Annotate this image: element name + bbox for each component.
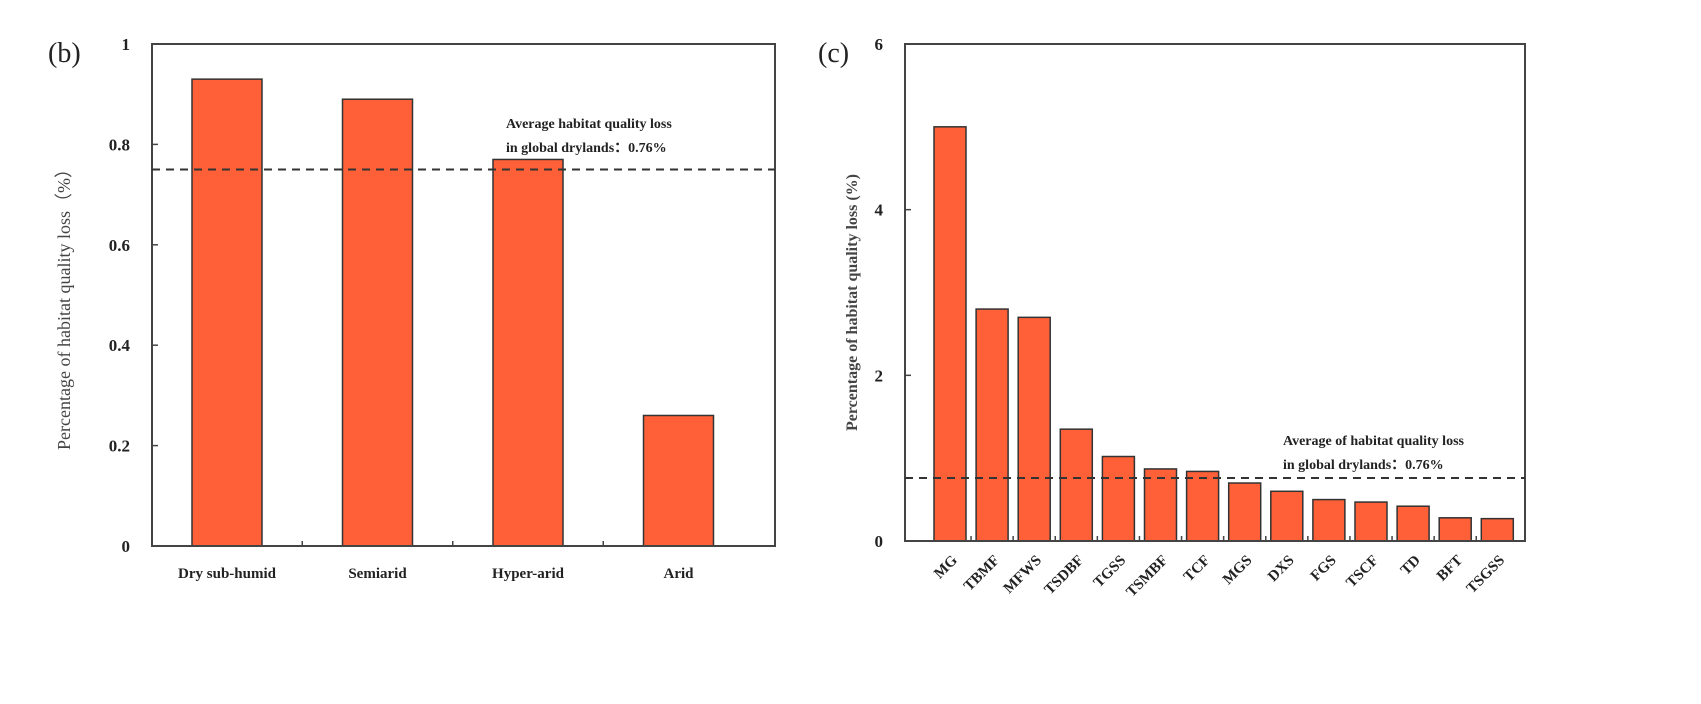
x-tick-label: BFT — [1434, 553, 1466, 585]
bar-tsmbf — [1143, 468, 1178, 542]
x-tick-label: Semiarid — [348, 566, 407, 582]
bar-tsdbf — [1059, 428, 1094, 542]
bar-fgs — [1312, 498, 1346, 542]
x-tick-label: Hyper-arid — [492, 566, 565, 582]
x-tick-label: TSGSS — [1464, 553, 1508, 597]
bar-dxs — [1270, 490, 1304, 542]
x-tick-label: TSDBF — [1042, 553, 1088, 599]
y-tick-label: 2 — [875, 366, 884, 385]
y-tick-label: 6 — [875, 35, 884, 54]
y-tick-label: 0 — [122, 537, 131, 556]
y-axis-label: Percentage of habitat quality loss（%） — [54, 160, 74, 450]
reference-line-label: in global drylands：0.76% — [506, 141, 667, 156]
y-tick-label: 0.4 — [109, 336, 131, 355]
bar-td — [1396, 505, 1430, 542]
bar-dry-sub-humid — [191, 78, 263, 547]
bar-bft — [1438, 517, 1472, 542]
x-tick-label: FGS — [1308, 553, 1340, 585]
plot-frame — [151, 43, 776, 547]
reference-line-label: Average habitat quality loss — [506, 117, 672, 132]
bar-semiarid — [341, 98, 414, 547]
bar-tsgss — [1480, 517, 1515, 542]
bar-mgs — [1227, 482, 1262, 542]
bar-arid — [642, 414, 715, 547]
x-tick-label: MG — [931, 552, 961, 582]
y-tick-label: 4 — [875, 201, 884, 220]
bar-tbmf — [975, 308, 1009, 542]
bar-hyper-arid — [492, 158, 564, 547]
reference-line-label: in global drylands：0.76% — [1283, 458, 1444, 473]
bar-tscf — [1354, 501, 1388, 542]
x-tick-label: Dry sub-humid — [178, 566, 277, 582]
x-tick-label: MFWS — [1001, 553, 1045, 597]
x-tick-label: DXS — [1265, 553, 1298, 586]
bar-tcf — [1185, 470, 1220, 542]
y-tick-label: 0.2 — [109, 437, 130, 456]
y-tick-label: 0.6 — [109, 236, 130, 255]
x-tick-label: TCF — [1181, 553, 1214, 586]
x-tick-label: TD — [1398, 552, 1424, 578]
x-tick-label: Arid — [664, 566, 695, 582]
x-tick-label: TBMF — [961, 553, 1003, 595]
x-tick-label: TGSS — [1091, 553, 1129, 591]
x-tick-label: TSMBF — [1123, 553, 1171, 601]
chart-panel-0: Dry sub-humid Semiarid Hyper-arid Arid 0 0.2 0… — [48, 35, 776, 582]
panel-label: (c) — [818, 38, 849, 69]
y-tick-label: 0.8 — [109, 135, 130, 154]
y-tick-label: 1 — [122, 35, 131, 54]
plot-frame — [904, 43, 1526, 542]
y-tick-label: 0 — [875, 532, 884, 551]
y-axis-label: Percentage of habitat quality loss (%) — [844, 174, 861, 431]
bar-mfws — [1017, 316, 1051, 542]
panel-label: (b) — [48, 38, 81, 69]
bar-mg — [933, 126, 967, 542]
x-tick-label: MGS — [1220, 553, 1255, 588]
bar-tgss — [1101, 455, 1136, 542]
x-tick-label: TSCF — [1343, 553, 1381, 591]
reference-line-label: Average of habitat quality loss — [1283, 434, 1465, 449]
